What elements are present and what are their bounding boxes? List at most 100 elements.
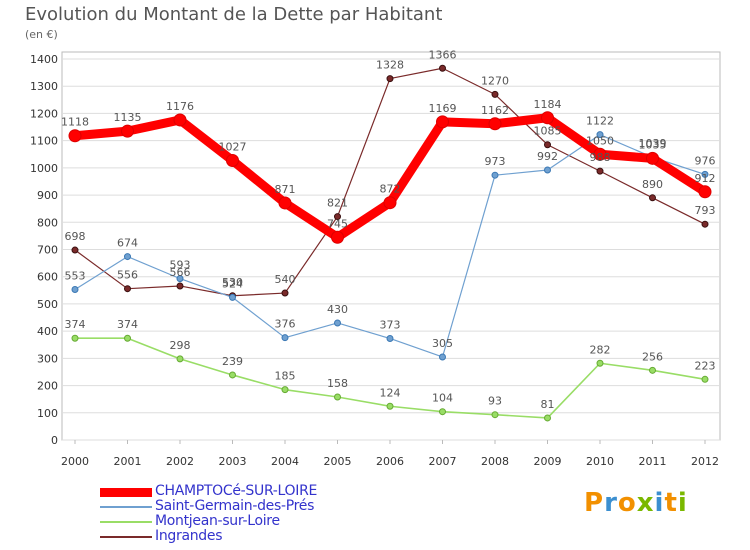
data-point-saint-germain <box>71 286 79 294</box>
data-label-saint-germain: 373 <box>380 318 401 331</box>
data-label-saint-germain: 992 <box>537 150 558 163</box>
data-point-montjean <box>124 334 131 342</box>
data-label-saint-germain: 524 <box>222 277 243 290</box>
data-label-montjean: 256 <box>642 350 663 363</box>
data-label-montjean: 93 <box>488 395 502 408</box>
data-label-ingrandes: 1328 <box>376 59 404 72</box>
data-point-ingrandes <box>71 246 79 254</box>
data-point-ingrandes <box>124 285 131 293</box>
data-point-montjean <box>386 402 394 410</box>
data-point-champtoce <box>173 113 187 127</box>
data-point-champtoce <box>698 185 712 199</box>
data-label-montjean: 282 <box>590 343 611 356</box>
logo-letter: t <box>664 488 678 518</box>
data-point-champtoce <box>121 124 134 138</box>
y-tick-label: 700 <box>37 244 58 257</box>
x-tick-label: 2006 <box>376 455 404 468</box>
data-label-champtoce: 1176 <box>166 100 194 113</box>
data-point-champtoce <box>541 111 554 125</box>
proxiti-logo: Proxiti <box>584 488 688 518</box>
data-label-ingrandes: 540 <box>275 273 296 286</box>
data-label-saint-germain: 376 <box>275 318 296 331</box>
logo-letter: x <box>636 488 655 518</box>
y-tick-label: 1100 <box>30 135 58 148</box>
y-tick-label: 800 <box>37 216 58 229</box>
data-point-saint-germain <box>439 353 446 361</box>
x-tick-label: 2008 <box>481 455 509 468</box>
data-point-saint-germain <box>281 334 289 342</box>
data-point-montjean <box>334 393 341 401</box>
data-point-montjean <box>649 366 656 374</box>
legend-swatch-champtoce <box>100 488 152 497</box>
data-point-ingrandes <box>281 289 289 297</box>
data-label-montjean: 104 <box>432 392 453 405</box>
data-label-saint-germain: 305 <box>432 337 453 350</box>
y-tick-label: 1200 <box>30 107 58 120</box>
data-label-ingrandes: 793 <box>695 204 716 217</box>
data-point-champtoce <box>331 230 344 244</box>
chart-title: Evolution du Montant de la Dette par Hab… <box>25 4 443 25</box>
data-point-ingrandes <box>176 282 184 290</box>
x-tick-label: 2004 <box>271 455 299 468</box>
data-label-champtoce: 912 <box>695 172 716 185</box>
legend-label-montjean: Montjean-sur-Loire <box>155 513 280 529</box>
data-point-saint-germain <box>491 171 499 179</box>
y-tick-label: 1300 <box>30 80 58 93</box>
x-tick-label: 2003 <box>219 455 247 468</box>
chart-legend: CHAMPTOCé-SUR-LOIRE Saint-Germain-des-Pr… <box>100 484 420 544</box>
data-point-champtoce <box>593 147 607 161</box>
data-point-ingrandes <box>701 220 709 228</box>
data-label-champtoce: 1035 <box>639 138 667 151</box>
data-label-champtoce: 1162 <box>481 104 509 117</box>
data-point-montjean <box>596 359 604 367</box>
data-label-champtoce: 871 <box>275 183 296 196</box>
data-label-saint-germain: 976 <box>695 154 716 167</box>
data-label-saint-germain: 1122 <box>586 115 614 128</box>
x-tick-label: 2009 <box>534 455 562 468</box>
data-point-ingrandes <box>649 194 656 202</box>
data-label-champtoce: 1118 <box>61 116 89 129</box>
data-label-ingrandes: 1085 <box>534 125 562 138</box>
data-point-ingrandes <box>544 141 551 149</box>
data-label-ingrandes: 556 <box>117 269 138 282</box>
data-label-montjean: 124 <box>380 386 401 399</box>
data-label-saint-germain: 553 <box>65 270 86 283</box>
data-point-ingrandes <box>334 213 341 221</box>
x-tick-label: 2010 <box>586 455 614 468</box>
y-tick-label: 1400 <box>30 53 58 66</box>
legend-label-champtoce: CHAMPTOCé-SUR-LOIRE <box>155 483 318 499</box>
data-label-montjean: 239 <box>222 355 243 368</box>
data-label-ingrandes: 530 <box>222 276 243 289</box>
data-label-montjean: 223 <box>695 359 716 372</box>
data-point-saint-germain <box>544 166 551 174</box>
data-label-champtoce: 1169 <box>429 102 457 115</box>
data-label-champtoce: 1184 <box>534 98 562 111</box>
y-tick-label: 0 <box>51 434 58 447</box>
x-tick-label: 2012 <box>691 455 719 468</box>
data-point-champtoce <box>488 117 502 131</box>
logo-letter: r <box>604 488 618 518</box>
legend-item-champtoce: CHAMPTOCé-SUR-LOIRE <box>100 484 420 499</box>
data-point-montjean <box>701 375 709 383</box>
data-point-saint-germain <box>124 253 131 261</box>
data-label-ingrandes: 1270 <box>481 74 509 87</box>
data-label-montjean: 81 <box>541 398 555 411</box>
legend-label-saint-germain: Saint-Germain-des-Prés <box>155 498 315 514</box>
data-label-champtoce: 872 <box>380 183 401 196</box>
legend-item-montjean: Montjean-sur-Loire <box>100 514 420 529</box>
data-point-ingrandes <box>596 167 604 175</box>
data-label-montjean: 374 <box>65 318 86 331</box>
data-point-ingrandes <box>491 90 499 98</box>
data-point-montjean <box>229 371 236 379</box>
data-point-champtoce <box>436 115 449 129</box>
data-label-saint-germain: 1039 <box>639 137 667 150</box>
data-point-montjean <box>176 355 184 363</box>
data-label-champtoce: 1050 <box>586 134 614 147</box>
data-point-montjean <box>71 334 79 342</box>
data-point-montjean <box>439 408 446 416</box>
data-label-champtoce: 745 <box>327 217 348 230</box>
data-label-saint-germain: 674 <box>117 237 138 250</box>
legend-swatch-saint-germain <box>100 506 152 508</box>
data-point-montjean <box>544 414 551 422</box>
x-tick-label: 2002 <box>166 455 194 468</box>
